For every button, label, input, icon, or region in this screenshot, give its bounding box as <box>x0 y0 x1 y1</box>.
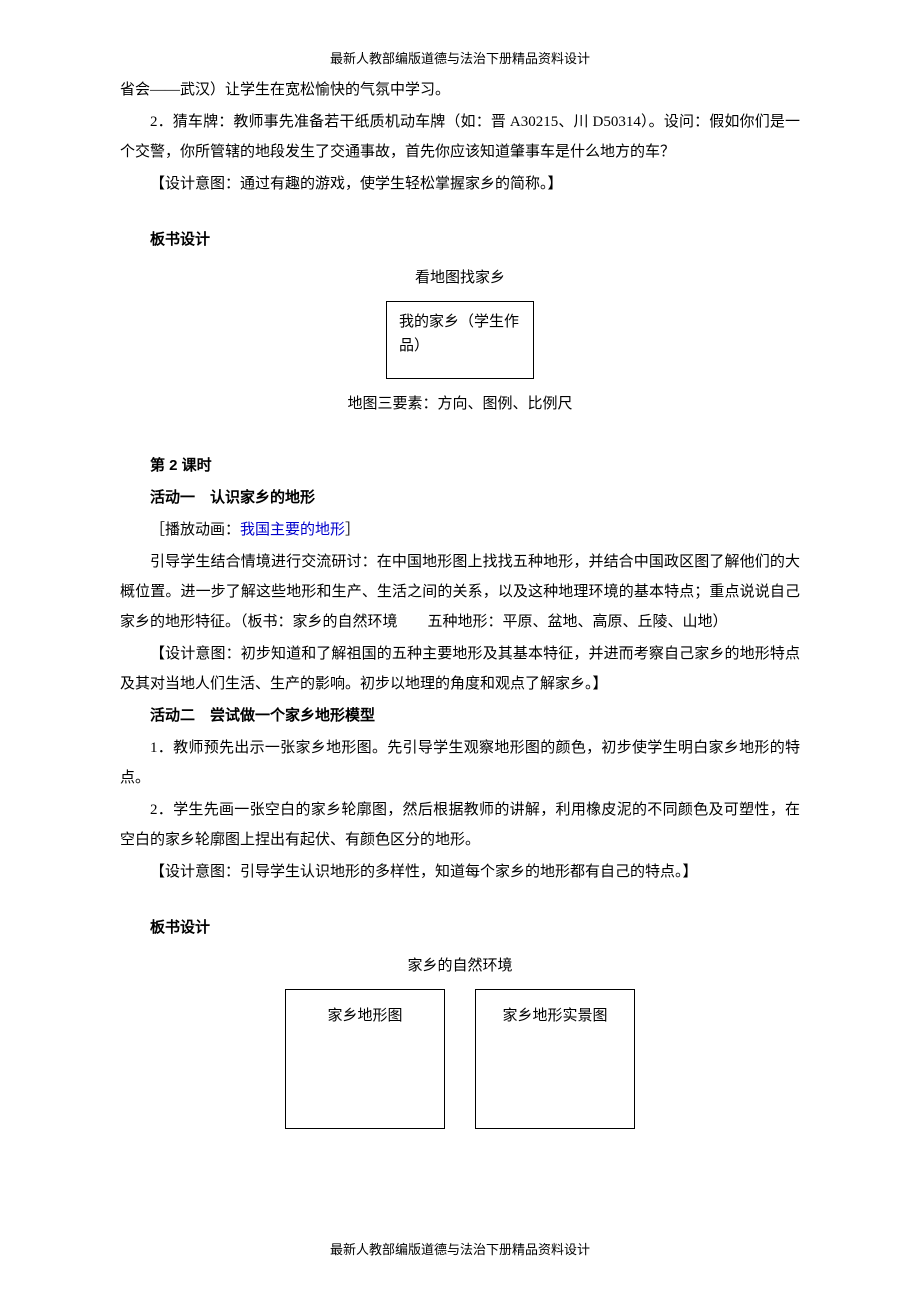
board2-box1: 家乡地形图 <box>285 989 445 1129</box>
paragraph-top-1: 省会——武汉）让学生在宽松愉快的气氛中学习。 <box>120 75 800 105</box>
activity1-play: ［播放动画：我国主要的地形］ <box>120 515 800 545</box>
board1-box-container: 我的家乡（学生作品） <box>120 301 800 379</box>
activity2-p2: 2．学生先画一张空白的家乡轮廓图，然后根据教师的讲解，利用橡皮泥的不同颜色及可塑… <box>120 795 800 855</box>
activity2-p3: 【设计意图：引导学生认识地形的多样性，知道每个家乡的地形都有自己的特点。】 <box>120 857 800 887</box>
board2-box2: 家乡地形实景图 <box>475 989 635 1129</box>
activity2-title: 活动二 尝试做一个家乡地形模型 <box>120 701 800 731</box>
play-link: 我国主要的地形 <box>240 522 345 538</box>
activity1-p2: 【设计意图：初步知道和了解祖国的五种主要地形及其基本特征，并进而考察自己家乡的地… <box>120 639 800 699</box>
activity1-p1: 引导学生结合情境进行交流研讨：在中国地形图上找找五种地形，并结合中国政区图了解他… <box>120 547 800 637</box>
footer-label: 最新人教部编版道德与法治下册精品资料设计 <box>330 1242 590 1257</box>
board1-caption: 地图三要素：方向、图例、比例尺 <box>120 389 800 419</box>
page-footer: 最新人教部编版道德与法治下册精品资料设计 <box>0 1239 920 1258</box>
lesson2-title: 第 2 课时 <box>120 451 800 481</box>
board1-heading: 看地图找家乡 <box>120 263 800 293</box>
page-header: 最新人教部编版道德与法治下册精品资料设计 <box>120 48 800 67</box>
paragraph-top-2: 2．猜车牌：教师事先准备若干纸质机动车牌（如：晋 A30215、川 D50314… <box>120 107 800 167</box>
activity1-title: 活动一 认识家乡的地形 <box>120 483 800 513</box>
paragraph-top-3: 【设计意图：通过有趣的游戏，使学生轻松掌握家乡的简称。】 <box>120 169 800 199</box>
board2-box-row: 家乡地形图 家乡地形实景图 <box>120 989 800 1129</box>
board1-box: 我的家乡（学生作品） <box>386 301 534 379</box>
board-design-title-1: 板书设计 <box>120 225 800 255</box>
play-prefix: ［播放动画： <box>150 522 240 538</box>
play-suffix: ］ <box>345 522 360 538</box>
activity2-p1: 1．教师预先出示一张家乡地形图。先引导学生观察地形图的颜色，初步使学生明白家乡地… <box>120 733 800 793</box>
board2-heading: 家乡的自然环境 <box>120 951 800 981</box>
board-design-title-2: 板书设计 <box>120 913 800 943</box>
